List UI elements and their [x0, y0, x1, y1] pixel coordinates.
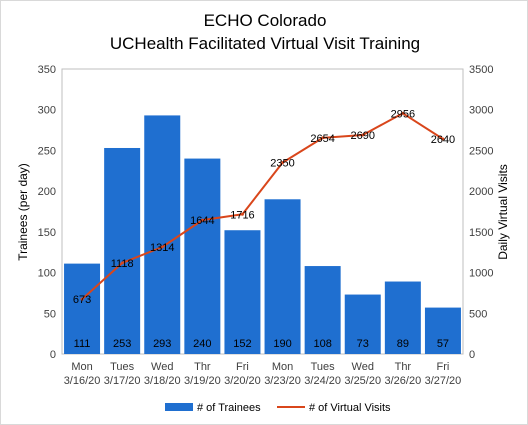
- right-tick-label: 0: [469, 349, 475, 361]
- x-tick-label-day: Tues: [311, 361, 336, 373]
- x-tick-label-date: 3/24/20: [304, 375, 341, 387]
- chart-title-line-2: UCHealth Facilitated Virtual Visit Train…: [110, 34, 420, 53]
- line-point: [120, 261, 124, 265]
- line-value-label: 2956: [391, 108, 415, 120]
- right-axis-title: Daily Virtual Visits: [496, 164, 510, 260]
- chart-title-line-1: ECHO Colorado: [204, 11, 327, 30]
- bar: [424, 307, 461, 354]
- x-tick-label-day: Mon: [71, 361, 92, 373]
- x-tick-label-day: Thr: [395, 361, 412, 373]
- bar-value-label: 190: [273, 338, 291, 350]
- right-tick-label: 2000: [469, 186, 493, 198]
- x-tick-label-day: Tues: [110, 361, 135, 373]
- bar-data-labels: 111 253 293 240 152 190 108 73 89 57: [74, 338, 449, 350]
- left-tick-label: 0: [50, 349, 56, 361]
- line-point: [200, 218, 204, 222]
- line-point: [240, 212, 244, 216]
- bar: [224, 230, 261, 354]
- bar: [264, 199, 301, 354]
- bar: [144, 115, 181, 355]
- line-point: [401, 111, 405, 115]
- right-tick-label: 500: [469, 308, 487, 320]
- right-tick-label: 3000: [469, 105, 493, 117]
- right-tick-label: 1000: [469, 268, 493, 280]
- line-value-label: 1716: [230, 209, 254, 221]
- bar: [344, 294, 381, 354]
- x-tick-label-date: 3/16/20: [64, 375, 101, 387]
- left-tick-label: 100: [38, 268, 56, 280]
- bar-value-label: 111: [74, 338, 91, 350]
- line-value-label: 2690: [351, 130, 375, 142]
- bar: [184, 158, 221, 354]
- left-tick-label: 300: [38, 105, 56, 117]
- x-tick-label-day: Fri: [236, 361, 249, 373]
- x-tick-label-day: Thr: [194, 361, 211, 373]
- left-tick-label: 150: [38, 227, 56, 239]
- legend-swatch-trainees: [165, 403, 193, 411]
- legend-label-trainees: # of Trainees: [197, 402, 261, 414]
- line-value-label: 1314: [150, 242, 174, 254]
- left-axis-title: Trainees (per day): [16, 163, 30, 261]
- line-point: [160, 245, 164, 249]
- x-tick-label-day: Mon: [272, 361, 293, 373]
- x-tick-label-date: 3/26/20: [384, 375, 421, 387]
- line-value-label: 2640: [431, 134, 455, 146]
- x-tick-label-date: 3/19/20: [184, 375, 221, 387]
- bar-value-label: 108: [313, 338, 331, 350]
- bar: [64, 263, 101, 354]
- line-value-label: 1118: [111, 258, 134, 270]
- line-series: [80, 111, 445, 301]
- bar: [304, 266, 341, 354]
- right-tick-label: 2500: [469, 145, 493, 157]
- left-axis-ticks: 0 50 100 150 200 250 300 350: [38, 64, 56, 361]
- bar-value-label: 253: [113, 338, 131, 350]
- left-tick-label: 250: [38, 145, 56, 157]
- bar: [104, 147, 141, 354]
- plot-area: [61, 68, 464, 355]
- x-tick-label-date: 3/27/20: [425, 375, 462, 387]
- right-axis-ticks: 0 500 1000 1500 2000 2500 3000 3500: [469, 64, 493, 361]
- bar-value-label: 57: [437, 338, 449, 350]
- line-value-label: 2654: [310, 133, 334, 145]
- line-value-label: 673: [73, 294, 91, 306]
- line-point: [321, 136, 325, 140]
- right-tick-label: 1500: [469, 227, 493, 239]
- x-tick-label-date: 3/18/20: [144, 375, 181, 387]
- bar-value-label: 73: [357, 338, 369, 350]
- line-data-labels: 673 1118 1314 1644 1716 2350 2654 2690 2956 2640: [73, 108, 455, 306]
- left-tick-label: 50: [44, 308, 56, 320]
- x-tick-label-date: 3/20/20: [224, 375, 261, 387]
- legend: # of Trainees # of Virtual Visits: [165, 402, 391, 414]
- left-tick-label: 350: [38, 64, 56, 76]
- virtual-visits-line: [81, 112, 444, 300]
- x-tick-label-day: Fri: [437, 361, 450, 373]
- plot-border: [61, 68, 464, 355]
- bar-value-label: 152: [233, 338, 251, 350]
- line-point: [441, 137, 445, 141]
- x-tick-label-date: 3/25/20: [344, 375, 381, 387]
- line-point: [361, 133, 365, 137]
- left-tick-label: 200: [38, 186, 56, 198]
- line-point: [281, 161, 285, 165]
- line-value-label: 2350: [270, 158, 294, 170]
- legend-label-virtual-visits: # of Virtual Visits: [309, 402, 391, 414]
- x-tick-label-day: Wed: [151, 361, 173, 373]
- bar-value-label: 293: [153, 338, 171, 350]
- line-value-label: 1644: [190, 215, 214, 227]
- x-tick-label-day: Wed: [352, 361, 374, 373]
- x-axis-labels: Mon 3/16/20 Tues 3/17/20 Wed 3/18/20 Thr 3/19/2…: [64, 361, 462, 387]
- bar-series: [64, 115, 461, 355]
- bar: [384, 281, 421, 354]
- bar-value-label: 240: [193, 338, 211, 350]
- bar-value-label: 89: [397, 338, 409, 350]
- line-point: [80, 297, 84, 301]
- right-tick-label: 3500: [469, 64, 493, 76]
- x-tick-label-date: 3/23/20: [264, 375, 301, 387]
- x-tick-label-date: 3/17/20: [104, 375, 141, 387]
